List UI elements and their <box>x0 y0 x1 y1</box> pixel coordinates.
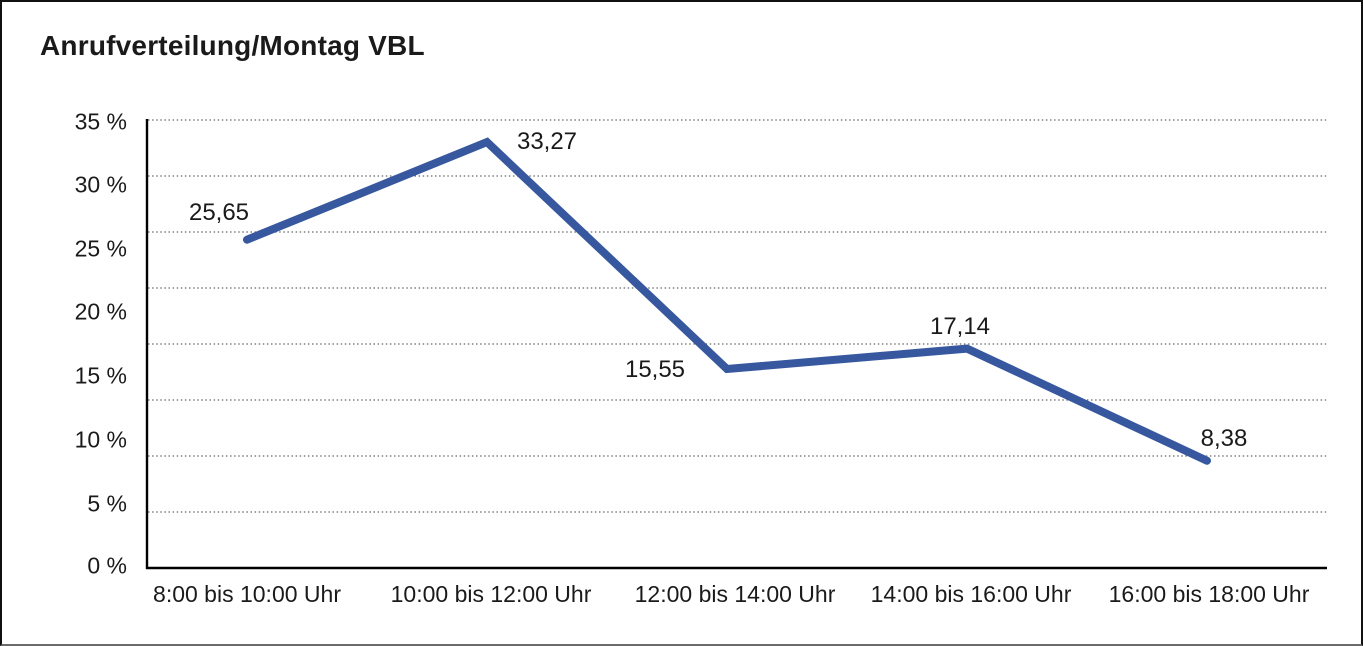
x-axis-label: 16:00 bis 18:00 Uhr <box>1108 581 1310 607</box>
data-label: 25,65 <box>188 198 250 226</box>
y-axis-label: 0 % <box>87 552 127 579</box>
y-axis-label: 25 % <box>74 235 127 262</box>
y-axis-label: 20 % <box>74 298 127 325</box>
chart-title: Anrufverteilung/Montag VBL <box>40 30 425 61</box>
y-axis-label: 15 % <box>74 362 127 389</box>
x-axis-label: 8:00 bis 10:00 Uhr <box>153 581 341 607</box>
line-series <box>243 137 1211 465</box>
y-axis-label: 5 % <box>87 490 127 517</box>
x-axis-label: 14:00 bis 16:00 Uhr <box>870 581 1072 607</box>
data-label: 33,27 <box>516 128 578 156</box>
data-label: 17,14 <box>929 312 991 340</box>
data-label: 8,38 <box>1200 424 1248 452</box>
gridlines <box>148 119 1327 513</box>
y-axis-label: 10 % <box>74 426 127 453</box>
data-label: 15,55 <box>624 355 686 383</box>
y-axis-label: 30 % <box>74 171 127 198</box>
y-axis-label: 35 % <box>74 108 127 135</box>
x-axis-label: 10:00 bis 12:00 Uhr <box>390 581 592 607</box>
x-axis-label: 12:00 bis 14:00 Uhr <box>634 581 836 607</box>
